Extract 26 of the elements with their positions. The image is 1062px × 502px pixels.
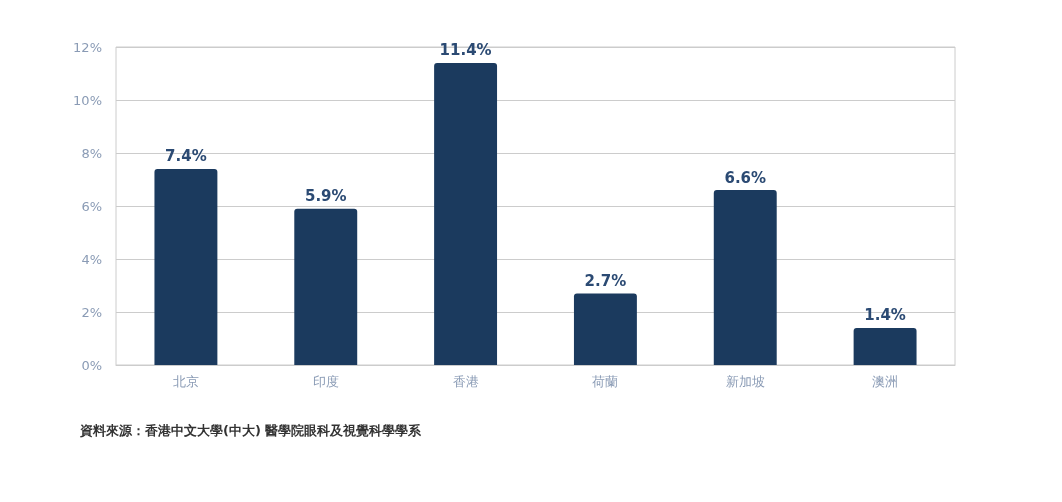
y-tick-label: 12% — [73, 39, 102, 55]
y-tick-label: 10% — [73, 92, 102, 108]
data-label: 11.4% — [439, 41, 492, 60]
y-tick-label: 8% — [81, 145, 102, 161]
bar — [434, 62, 498, 365]
x-tick-label: 北京 — [172, 374, 199, 389]
y-tick-label: 2% — [81, 304, 102, 320]
bar — [713, 190, 777, 365]
bar — [853, 327, 917, 365]
data-label: 1.4% — [864, 306, 906, 325]
x-tick-label: 新加坡 — [725, 374, 765, 389]
x-tick-label: 荷蘭 — [592, 374, 619, 389]
data-label: 2.7% — [584, 271, 627, 290]
x-tick-label: 印度 — [312, 374, 339, 389]
bar — [154, 168, 218, 365]
x-tick-label: 香港 — [452, 374, 479, 389]
x-tick-label: 澳洲 — [872, 374, 899, 389]
bar — [294, 208, 358, 365]
source-note: 資料來源：香港中文大學(中大) 醫學院眼科及視覺科學學系 — [79, 423, 423, 438]
y-tick-label: 6% — [81, 198, 102, 214]
data-label: 7.4% — [165, 147, 207, 166]
y-tick-label: 0% — [81, 357, 102, 373]
bar — [573, 293, 637, 365]
data-label: 6.6% — [724, 168, 767, 187]
y-tick-label: 4% — [81, 251, 102, 267]
data-label: 5.9% — [304, 187, 347, 206]
